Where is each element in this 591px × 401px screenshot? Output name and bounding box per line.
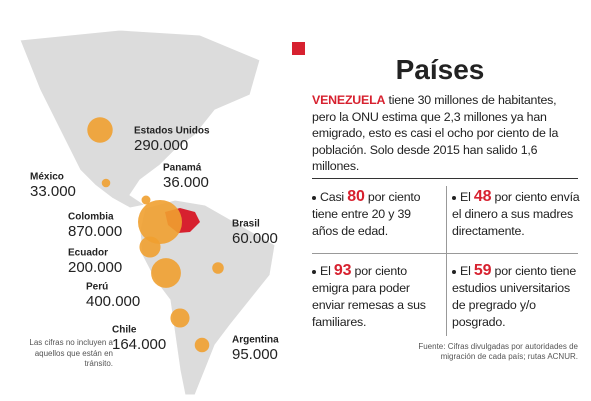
- source: Fuente: Cifras divulgadas por autoridade…: [418, 342, 578, 361]
- stat-text: por ciento emigra para poder enviar reme…: [312, 264, 426, 329]
- bullet: [452, 269, 456, 274]
- stat-text: por ciento tiene estudios universitarios…: [452, 264, 577, 329]
- stat-number: 59: [473, 262, 492, 279]
- bubble: [138, 200, 182, 244]
- stat-text: por ciento tiene entre 20 y 39 años de e…: [312, 190, 421, 238]
- stat: El 93 por ciento emigra para poder envia…: [312, 262, 440, 331]
- bubble: [194, 337, 210, 353]
- country-value: 95.000: [232, 346, 278, 363]
- bullet: [312, 195, 316, 200]
- bubble: [212, 262, 224, 274]
- stat-number: 93: [333, 262, 352, 279]
- intro: VENEZUELA tiene 30 millones de habitante…: [312, 92, 580, 175]
- bubble: [141, 195, 151, 205]
- country-name: Panamá: [163, 163, 202, 174]
- country-name: Colombia: [68, 212, 114, 223]
- country-value: 60.000: [232, 230, 278, 247]
- stat: Casi 80 por ciento tiene entre 20 y 39 a…: [312, 188, 440, 240]
- bubble: [87, 117, 113, 143]
- country-name: Chile: [112, 325, 137, 336]
- stat-number: 80: [347, 188, 365, 205]
- stat-prefix: El: [320, 264, 331, 278]
- bubble: [170, 308, 190, 328]
- divider: [312, 178, 578, 179]
- intro-text: tiene 30 millones de habitantes, pero la…: [312, 93, 559, 173]
- stat-prefix: El: [460, 190, 471, 204]
- stat-text: por ciento envía el dinero a sus madres …: [452, 190, 580, 238]
- stat: El 48 por ciento envía el dinero a sus m…: [452, 188, 580, 240]
- stat-prefix: El: [460, 264, 471, 278]
- country-value: 870.000: [68, 223, 122, 240]
- divider: [312, 253, 578, 254]
- country-name: Estados Unidos: [134, 126, 210, 137]
- bubble: [151, 258, 181, 288]
- bubble: [101, 178, 111, 188]
- intro-highlight: VENEZUELA: [312, 93, 386, 107]
- country-value: 33.000: [30, 183, 76, 200]
- accent-square: [292, 42, 305, 55]
- country-name: Argentina: [232, 335, 279, 346]
- country-name: México: [30, 172, 64, 183]
- north-america: [19, 29, 261, 209]
- bullet: [452, 195, 456, 200]
- country-name: Perú: [86, 282, 108, 293]
- country-name: Ecuador: [68, 248, 108, 259]
- country-name: Brasil: [232, 219, 260, 230]
- bubble: [139, 236, 161, 258]
- panel-title: Países: [395, 54, 485, 85]
- country-value: 290.000: [134, 137, 188, 154]
- map-note: Las cifras no incluyen a aquellos que es…: [29, 338, 113, 368]
- stat-prefix: Casi: [320, 190, 344, 204]
- country-value: 36.000: [163, 174, 209, 191]
- country-value: 200.000: [68, 259, 122, 276]
- country-value: 400.000: [86, 293, 140, 310]
- bullet: [312, 269, 316, 274]
- stat: El 59 por ciento tiene estudios universi…: [452, 262, 580, 331]
- country-value: 164.000: [112, 336, 166, 353]
- stat-number: 48: [473, 188, 492, 205]
- divider: [446, 186, 447, 336]
